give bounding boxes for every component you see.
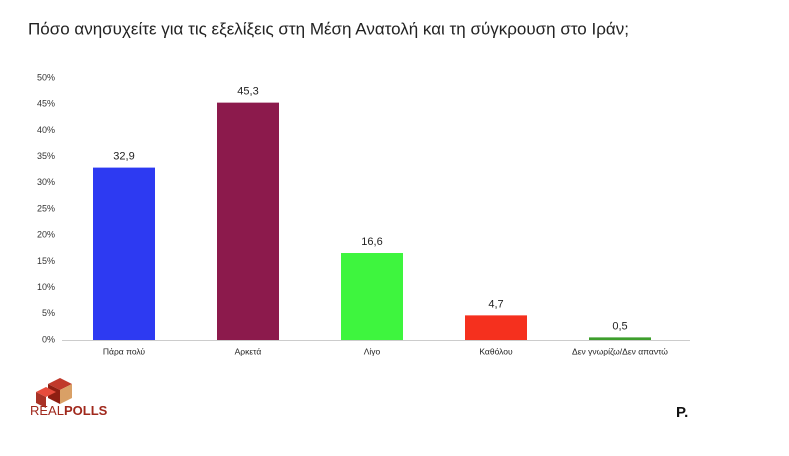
y-tick-label: 40%: [37, 125, 55, 135]
x-tick-label: Λίγο: [364, 346, 381, 356]
y-tick-label: 45%: [37, 99, 55, 109]
x-tick-label: Δεν γνωρίζω/Δεν απαντώ: [572, 346, 668, 356]
chart-title: Πόσο ανησυχείτε για τις εξελίξεις στη Μέ…: [28, 19, 629, 38]
bar: [217, 102, 279, 341]
value-label: 16,6: [361, 236, 382, 248]
value-label: 4,7: [488, 298, 503, 310]
bar: [93, 167, 155, 340]
value-label: 32,9: [113, 151, 134, 163]
x-tick-label: Αρκετά: [235, 346, 262, 356]
bar: [465, 315, 527, 340]
logo-p: P.: [676, 404, 688, 421]
logo-icon: [36, 378, 72, 408]
y-tick-label: 20%: [37, 230, 55, 240]
logo-text: REALPOLLS: [30, 403, 108, 418]
bar: [341, 253, 403, 340]
y-tick-label: 35%: [37, 151, 55, 161]
x-tick-label: Πάρα πολύ: [103, 346, 146, 356]
value-label: 0,5: [612, 320, 627, 332]
bar: [589, 337, 651, 340]
logo-text-b: POLLS: [64, 403, 108, 418]
logo-text-a: REAL: [30, 403, 64, 418]
x-tick-label: Καθόλου: [479, 346, 513, 356]
y-tick-label: 25%: [37, 203, 55, 213]
y-tick-label: 0%: [42, 334, 55, 344]
y-tick-label: 5%: [42, 308, 55, 318]
y-tick-label: 50%: [37, 72, 55, 82]
value-label: 45,3: [237, 86, 258, 98]
y-tick-label: 30%: [37, 177, 55, 187]
y-tick-label: 15%: [37, 256, 55, 266]
y-tick-label: 10%: [37, 282, 55, 292]
